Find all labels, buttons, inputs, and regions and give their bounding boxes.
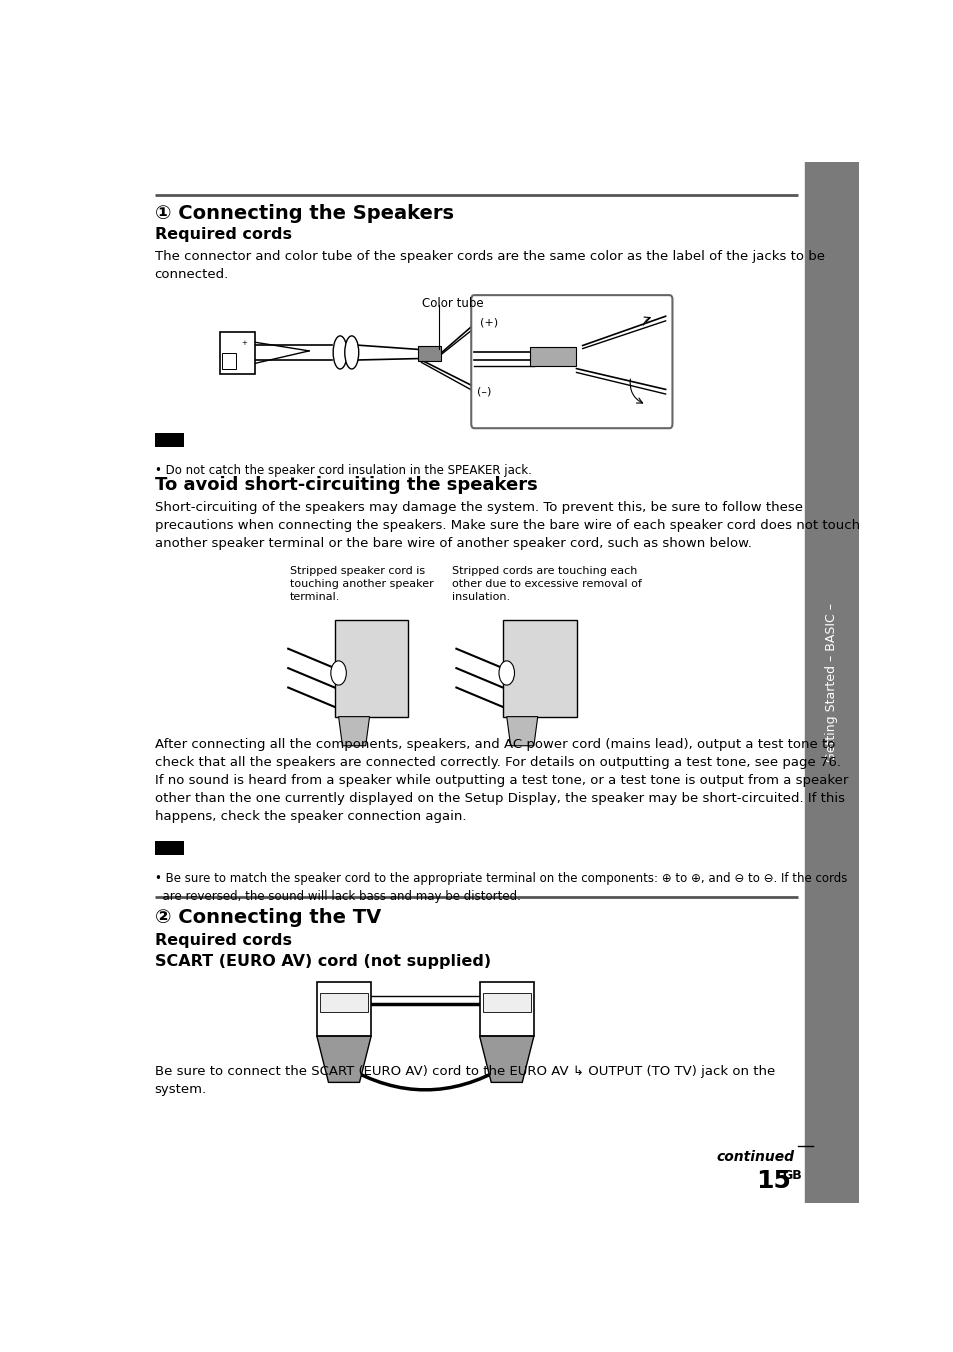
Polygon shape [316,1036,371,1083]
Text: Required cords: Required cords [154,933,292,948]
Polygon shape [479,1036,534,1083]
Bar [316,983,371,1036]
Text: Short-circuiting of the speakers may damage the system. To prevent this, be sure: Short-circuiting of the speakers may dam… [154,502,859,550]
Bar [220,331,254,375]
Polygon shape [338,717,369,746]
Bar [222,353,236,369]
Bar [502,619,576,717]
Text: (+): (+) [479,318,497,327]
Text: • Do not catch the speaker cord insulation in the SPEAKER jack.: • Do not catch the speaker cord insulati… [154,464,531,477]
Bar [154,841,184,856]
Bar [804,162,858,1203]
Bar [319,994,368,1011]
Bar [417,346,440,361]
Text: Note: Note [157,450,180,458]
Text: Getting Started – BASIC –: Getting Started – BASIC – [824,603,838,763]
Bar [154,433,184,448]
Ellipse shape [498,661,514,685]
Polygon shape [506,717,537,746]
Text: Stripped cords are touching each
other due to excessive removal of
insulation.: Stripped cords are touching each other d… [452,565,641,602]
Text: Note: Note [157,857,180,867]
Bar [335,619,408,717]
Text: +: + [241,341,247,346]
Bar [479,983,534,1036]
Ellipse shape [344,335,358,369]
Text: After connecting all the components, speakers, and AC power cord (mains lead), o: After connecting all the components, spe… [154,738,847,823]
Text: ① Connecting the Speakers: ① Connecting the Speakers [154,204,454,223]
Text: (–): (–) [476,387,491,396]
Text: Be sure to connect the SCART (EURO AV) cord to the EURO AV ↳ OUTPUT (TO TV) jack: Be sure to connect the SCART (EURO AV) c… [154,1065,774,1096]
Text: • Be sure to match the speaker cord to the appropriate terminal on the component: • Be sure to match the speaker cord to t… [154,872,846,903]
Text: The connector and color tube of the speaker cords are the same color as the labe: The connector and color tube of the spea… [154,250,824,281]
Text: ② Connecting the TV: ② Connecting the TV [154,907,380,926]
Text: To avoid short-circuiting the speakers: To avoid short-circuiting the speakers [154,476,537,495]
Ellipse shape [331,661,346,685]
Bar [482,994,530,1011]
Bar [530,347,576,366]
Text: continued: continued [716,1151,794,1164]
Text: Color tube: Color tube [421,297,483,310]
Text: SCART (EURO AV) cord (not supplied): SCART (EURO AV) cord (not supplied) [154,953,491,969]
Text: Stripped speaker cord is
touching another speaker
terminal.: Stripped speaker cord is touching anothe… [290,565,433,602]
Text: 15: 15 [755,1169,790,1194]
Text: Required cords: Required cords [154,227,292,242]
Text: GB: GB [781,1169,801,1183]
Ellipse shape [333,335,347,369]
FancyBboxPatch shape [471,295,672,429]
